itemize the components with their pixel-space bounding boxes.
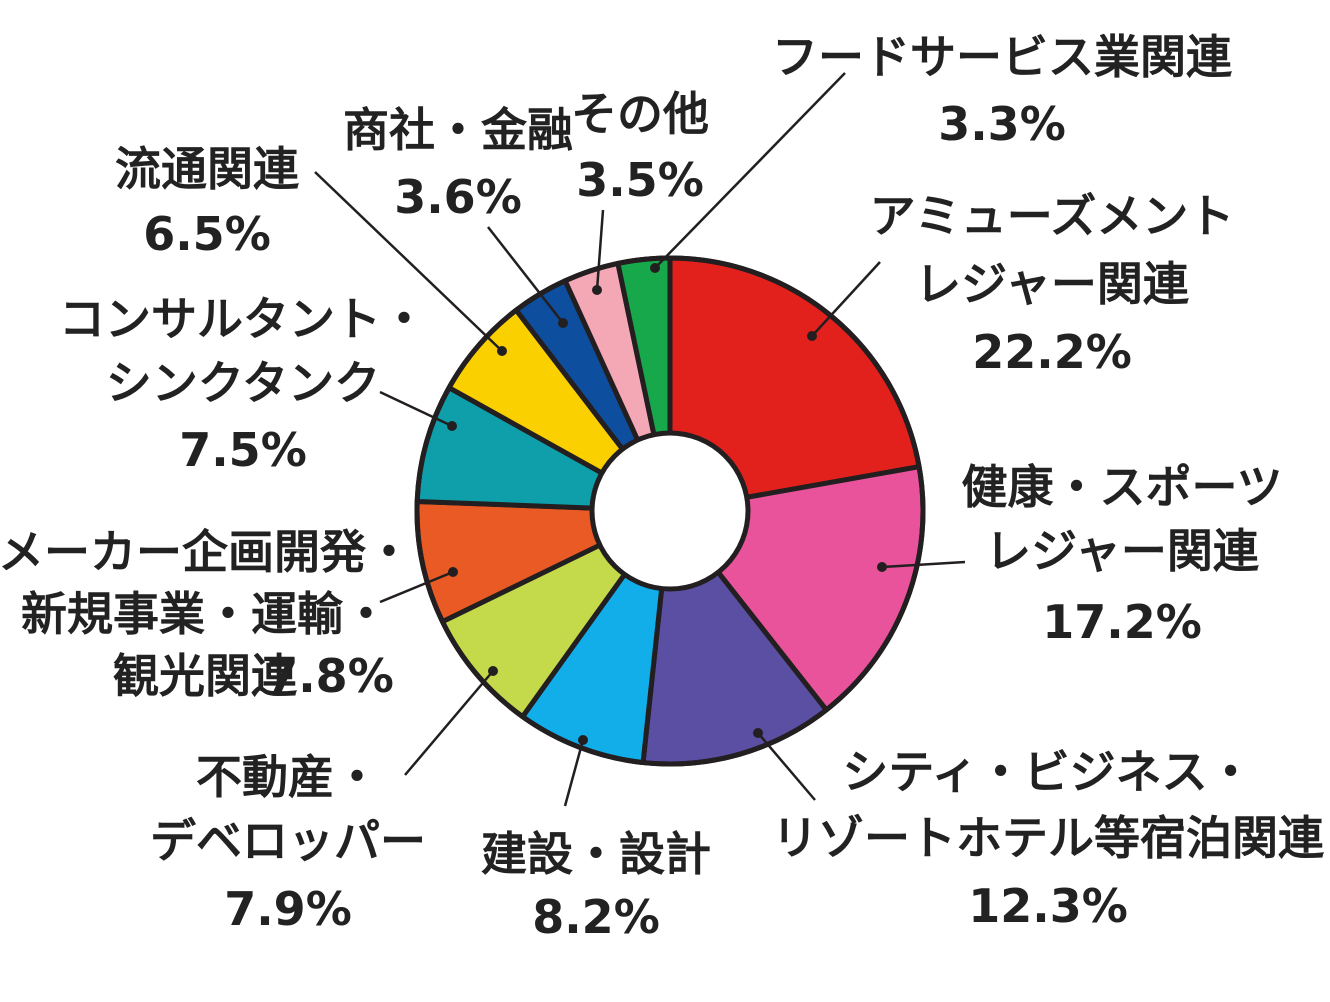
leader-line-8 — [314, 171, 503, 352]
leader-dot-6 — [448, 567, 458, 577]
labels-group: アミューズメントレジャー関連22.2%健康・スポーツレジャー関連17.2%シティ… — [0, 30, 1325, 944]
leader-line-10 — [595, 209, 605, 291]
leader-dot-4 — [578, 735, 588, 745]
leader-dot-1 — [807, 331, 817, 341]
leader-dot-9 — [558, 318, 568, 328]
slice-label-3-line-2: リゾートホテル等宿泊関連 — [772, 811, 1325, 865]
leader-dot-5 — [488, 666, 498, 676]
leader-dot-10 — [592, 285, 602, 295]
slice-label-7-line-1: コンサルタント・ — [59, 292, 427, 346]
slice-percent-6: 7.8% — [266, 649, 394, 703]
slice-label-5-line-1: 不動産・ — [196, 750, 380, 804]
slice-percent-8: 6.5% — [143, 207, 271, 261]
slice-label-6-line-2: 新規事業・運輸・ — [21, 587, 389, 641]
slice-label-11-line-1: フードサービス業関連 — [772, 30, 1233, 84]
slice-percent-4: 8.2% — [532, 890, 660, 944]
leader-line-9 — [487, 226, 564, 324]
slice-percent-3: 12.3% — [968, 879, 1128, 933]
leader-line-4 — [563, 739, 585, 807]
donut-hole — [589, 430, 751, 592]
slice-label-9-line-1: 商社・金融 — [343, 103, 573, 157]
slice-label-7-line-2: シンクタンク — [106, 356, 380, 410]
slice-percent-11: 3.3% — [938, 97, 1066, 151]
slice-label-2-line-2: レジャー関連 — [985, 524, 1260, 578]
slice-percent-9: 3.6% — [394, 170, 522, 224]
pie-outline — [414, 255, 926, 767]
leader-dot-3 — [753, 728, 763, 738]
slice-percent-10: 3.5% — [576, 153, 704, 207]
slice-label-6-line-1: メーカー企画開発・ — [0, 525, 412, 579]
leader-line-11 — [654, 72, 846, 269]
leader-lines-group — [314, 72, 966, 807]
slice-label-3-line-1: シティ・ビジネス・ — [842, 745, 1253, 799]
leader-line-6 — [379, 570, 454, 604]
slice-percent-2: 17.2% — [1042, 595, 1202, 649]
leader-dot-8 — [497, 346, 507, 356]
slice-label-2-line-1: 健康・スポーツ — [961, 460, 1282, 514]
slice-label-6-line-3: 観光関連 — [113, 649, 298, 703]
leader-line-3 — [757, 732, 816, 801]
slice-label-10-line-1: その他 — [571, 87, 709, 141]
leader-line-5 — [404, 670, 494, 776]
leader-dot-7 — [447, 421, 457, 431]
slice-label-1-line-2: レジャー関連 — [915, 257, 1190, 311]
leader-line-7 — [379, 390, 453, 428]
leader-line-1 — [811, 261, 881, 337]
slice-percent-7: 7.5% — [179, 423, 307, 477]
slice-label-5-line-2: デベロッパー — [150, 814, 426, 868]
slice-label-8-line-1: 流通関連 — [115, 142, 300, 196]
slice-percent-5: 7.9% — [224, 882, 352, 936]
leader-dot-2 — [877, 562, 887, 572]
slice-label-4-line-1: 建設・設計 — [481, 827, 711, 881]
leader-dot-11 — [650, 263, 660, 273]
slice-percent-1: 22.2% — [972, 325, 1132, 379]
slice-label-1-line-1: アミューズメント — [870, 189, 1235, 243]
leader-line-2 — [881, 560, 966, 569]
